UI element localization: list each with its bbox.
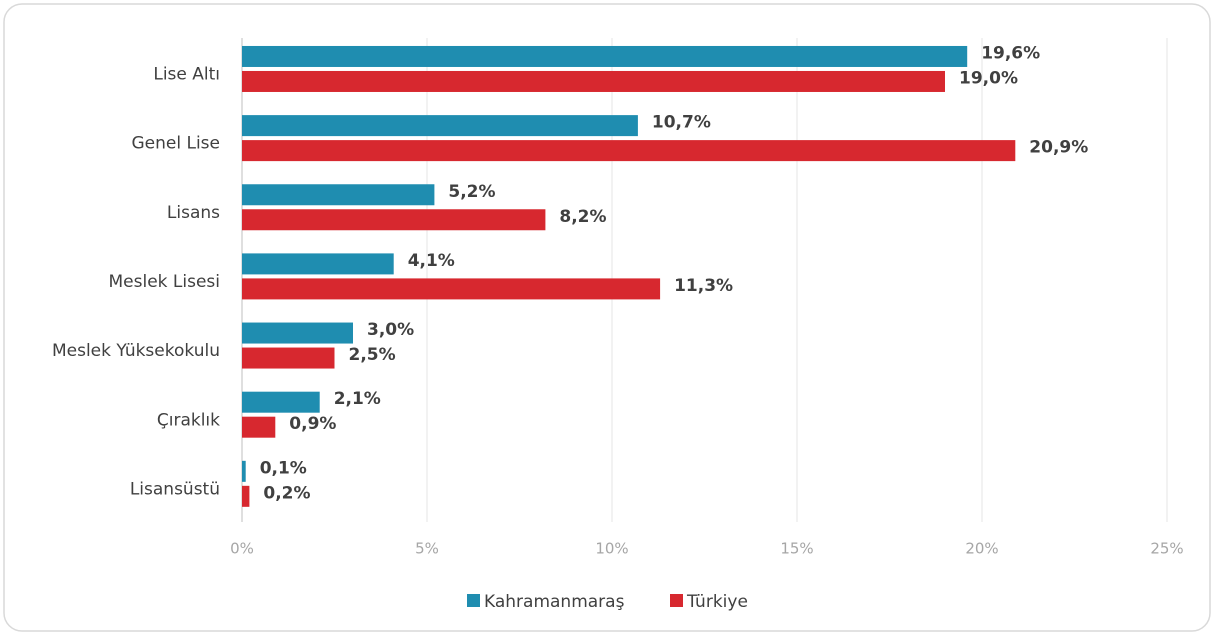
y-tick-label: Çıraklık <box>157 410 220 430</box>
bar <box>242 45 968 67</box>
data-label: 0,9% <box>289 414 336 434</box>
data-label: 19,0% <box>959 68 1018 88</box>
x-tick-label: 20% <box>965 540 998 558</box>
data-label: 19,6% <box>981 43 1040 63</box>
bar <box>242 209 546 231</box>
bar <box>242 115 638 137</box>
x-tick-label: 10% <box>595 540 628 558</box>
bar <box>242 416 276 438</box>
y-tick-label: Meslek Yüksekokulu <box>52 341 220 361</box>
data-label: 0,2% <box>263 483 310 503</box>
bar <box>242 322 353 344</box>
data-label: 3,0% <box>367 320 414 340</box>
x-tick-label: 15% <box>780 540 813 558</box>
chart-frame <box>3 3 1211 632</box>
legend-label: Kahramanmaraş <box>484 592 625 612</box>
legend-swatch <box>467 594 480 607</box>
bar <box>242 140 1016 162</box>
y-tick-label: Meslek Lisesi <box>108 272 220 292</box>
y-tick-label: Lise Altı <box>153 65 220 85</box>
bar <box>242 278 661 300</box>
bar <box>242 460 246 482</box>
data-label: 2,1% <box>334 389 381 409</box>
bar <box>242 485 250 507</box>
data-label: 8,2% <box>559 207 606 227</box>
x-tick-label: 0% <box>230 540 254 558</box>
bar <box>242 347 335 369</box>
x-tick-label: 5% <box>415 540 439 558</box>
data-label: 0,1% <box>260 458 307 478</box>
bar <box>242 253 394 275</box>
data-label: 2,5% <box>349 345 396 365</box>
data-label: 11,3% <box>674 276 733 296</box>
y-tick-label: Lisans <box>167 203 220 223</box>
y-tick-label: Genel Lise <box>131 134 220 154</box>
data-label: 4,1% <box>408 251 455 271</box>
bar <box>242 70 945 92</box>
legend-swatch <box>670 594 683 607</box>
bar <box>242 184 435 206</box>
y-tick-label: Lisansüstü <box>130 479 220 499</box>
data-label: 20,9% <box>1029 138 1088 158</box>
x-tick-label: 25% <box>1150 540 1183 558</box>
data-label: 10,7% <box>652 113 711 133</box>
legend-label: Türkiye <box>686 592 748 612</box>
bar <box>242 391 320 413</box>
data-label: 5,2% <box>448 182 495 202</box>
